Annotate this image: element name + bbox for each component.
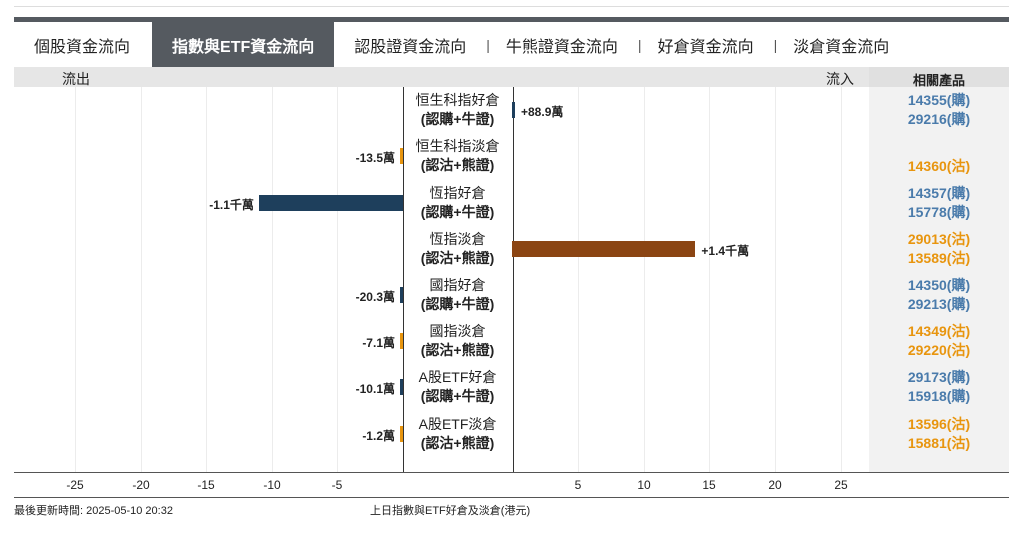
tab-short-flow[interactable]: 淡倉資金流向 <box>793 38 890 56</box>
category-name: 國指淡倉 <box>429 323 486 340</box>
tab-separator: | <box>773 36 778 53</box>
gridline <box>644 87 645 472</box>
category-name: 國指好倉 <box>429 276 486 293</box>
gridline <box>578 87 579 472</box>
axis-tick: 20 <box>768 478 782 492</box>
products-column <box>869 87 1009 472</box>
gridline <box>841 87 842 472</box>
category-label: 恆指好倉 (認購+牛證) <box>403 184 512 222</box>
gridline <box>775 87 776 472</box>
category-sub: (認沽+熊證) <box>420 342 495 359</box>
flow-value-label: -20.3萬 <box>355 289 395 304</box>
axis-tick: -10 <box>263 478 281 492</box>
product-link[interactable]: 15778(購) <box>907 203 971 220</box>
axis-tick: 25 <box>834 478 848 492</box>
chart-caption: 上日指數與ETF好倉及淡倉(港元) <box>370 505 531 517</box>
product-link[interactable]: 15881(沽) <box>907 434 971 451</box>
chart-bottom-line <box>14 472 1009 473</box>
flow-bar[interactable] <box>400 425 403 442</box>
product-link[interactable]: 14350(購) <box>907 276 971 293</box>
gridline <box>206 87 207 472</box>
category-name: A股ETF好倉 <box>418 369 497 386</box>
product-link[interactable]: 15918(購) <box>907 388 971 405</box>
flow-value-label: -7.1萬 <box>362 336 395 351</box>
flow-value-label: -10.1萬 <box>355 382 395 397</box>
axis-bottom-line <box>14 497 1009 498</box>
product-link[interactable]: 14349(沽) <box>907 323 971 340</box>
gridline <box>337 87 338 472</box>
product-link[interactable]: 13596(沽) <box>907 415 971 432</box>
category-label: 恒生科指好倉 (認購+牛證) <box>403 91 512 129</box>
product-link[interactable]: 29216(購) <box>907 111 971 128</box>
axis-tick: 15 <box>702 478 716 492</box>
outflow-label: 流出 <box>62 71 90 87</box>
tab-bar-accent <box>14 17 1009 22</box>
category-sub: (認購+牛證) <box>420 203 495 220</box>
axis-tick: -5 <box>331 478 343 492</box>
flow-bar[interactable] <box>400 333 403 350</box>
category-name: 恒生科指好倉 <box>415 92 500 109</box>
product-link[interactable]: 29173(購) <box>907 369 971 386</box>
inflow-label: 流入 <box>826 71 854 87</box>
axis-tick: 10 <box>637 478 651 492</box>
flow-value-label: +1.4千萬 <box>701 243 750 258</box>
gridline <box>75 87 76 472</box>
product-link[interactable]: 29013(沽) <box>907 230 971 247</box>
category-label: 恒生科指淡倉 (認沽+熊證) <box>403 137 512 175</box>
flow-bar[interactable] <box>400 286 403 303</box>
flow-bar[interactable] <box>258 194 403 211</box>
category-name: 恆指好倉 <box>429 184 486 201</box>
tab-long-flow[interactable]: 好倉資金流向 <box>657 38 754 56</box>
flow-value-label: -1.2萬 <box>362 428 395 443</box>
axis-tick: -25 <box>66 478 84 492</box>
product-link[interactable]: 29220(沽) <box>907 342 971 359</box>
tab-cbbc-flow[interactable]: 牛熊證資金流向 <box>505 38 618 56</box>
products-header: 相關產品 <box>869 67 1009 88</box>
tab-bar: 個股資金流向 指數與ETF資金流向 認股證資金流向 | 牛熊證資金流向 | 好倉… <box>14 22 1009 67</box>
product-link[interactable]: 29213(購) <box>907 295 971 312</box>
product-link[interactable]: 14360(沽) <box>907 158 971 175</box>
flow-value-label: -13.5萬 <box>355 151 395 166</box>
category-sub: (認購+牛證) <box>420 295 495 312</box>
category-sub: (認沽+熊證) <box>420 157 495 174</box>
category-name: A股ETF淡倉 <box>418 415 497 432</box>
category-sub: (認沽+熊證) <box>420 434 495 451</box>
top-divider <box>14 6 1009 7</box>
category-label: A股ETF淡倉 (認沽+熊證) <box>403 415 512 453</box>
category-sub: (認購+牛證) <box>420 388 495 405</box>
category-label: 國指淡倉 (認沽+熊證) <box>403 322 512 360</box>
category-name: 恒生科指淡倉 <box>415 138 500 155</box>
tab-separator: | <box>637 36 642 53</box>
gridline <box>709 87 710 472</box>
flow-value-label: +88.9萬 <box>521 105 564 120</box>
flow-bar[interactable] <box>512 240 696 257</box>
category-sub: (認沽+熊證) <box>420 249 495 266</box>
tab-warrant-flow[interactable]: 認股證資金流向 <box>354 38 467 56</box>
category-column <box>403 87 514 472</box>
flow-bar[interactable] <box>512 102 515 119</box>
product-link[interactable]: 14357(購) <box>907 184 971 201</box>
products-header-label: 相關產品 <box>912 73 965 88</box>
tab-stock-flow[interactable]: 個股資金流向 <box>34 38 131 56</box>
flow-value-label: -1.1千萬 <box>209 197 254 212</box>
gridline <box>141 87 142 472</box>
axis-tick: -15 <box>197 478 215 492</box>
flow-bar[interactable] <box>400 148 403 165</box>
gridline <box>272 87 273 472</box>
tab-separator: | <box>486 36 490 53</box>
last-updated: 最後更新時間: 2025-05-10 20:32 <box>14 505 173 517</box>
product-link[interactable]: 13589(沽) <box>907 249 971 266</box>
category-label: 恆指淡倉 (認沽+熊證) <box>403 230 512 268</box>
flow-bar[interactable] <box>400 379 403 396</box>
axis-tick: 5 <box>574 478 582 492</box>
product-link[interactable]: 14355(購) <box>907 92 971 109</box>
category-label: 國指好倉 (認購+牛證) <box>403 276 512 314</box>
chart-header: 流出 流入 相關產品 <box>14 67 1009 88</box>
category-name: 恆指淡倉 <box>429 230 486 247</box>
category-label: A股ETF好倉 (認購+牛證) <box>403 368 512 406</box>
tab-index-etf-flow[interactable]: 指數與ETF資金流向 <box>152 22 335 67</box>
axis-tick: -20 <box>132 478 150 492</box>
category-sub: (認購+牛證) <box>420 111 495 128</box>
